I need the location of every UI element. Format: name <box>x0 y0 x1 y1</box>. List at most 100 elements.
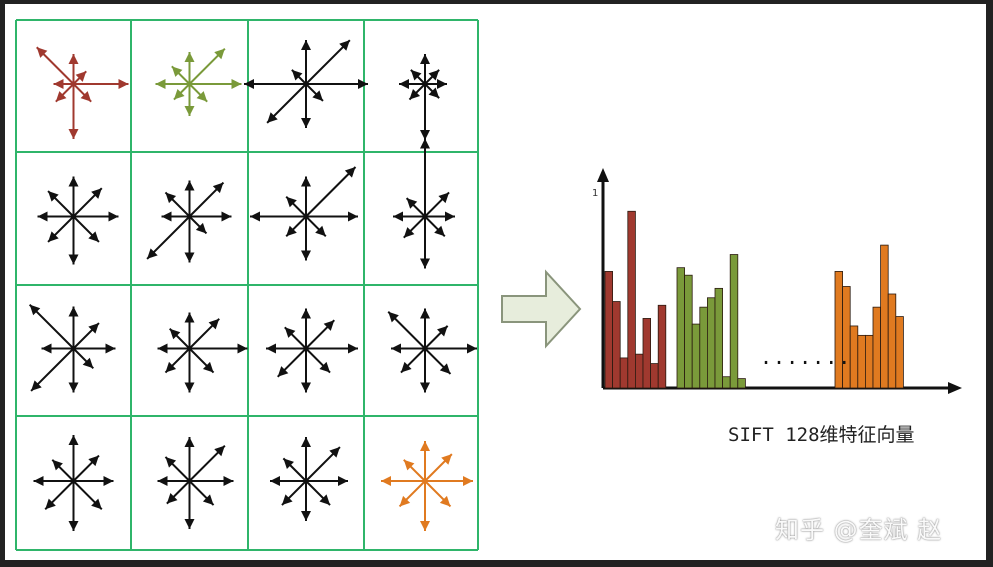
arrowhead-SW <box>267 112 278 123</box>
arrowhead-NE <box>339 40 350 51</box>
cell-r3-c3 <box>266 308 358 393</box>
arrowhead-NE <box>208 318 220 330</box>
arrowhead-E <box>348 211 358 222</box>
arrowhead-N <box>68 176 79 187</box>
gradient-vector-NE <box>305 166 357 218</box>
histogram-bar <box>604 271 613 389</box>
histogram-bar <box>842 286 851 389</box>
cell-r1-c2 <box>155 47 242 116</box>
arrowhead-SE <box>88 231 99 242</box>
arrowhead-NE <box>441 454 452 465</box>
histogram-bar <box>865 334 874 389</box>
histogram-bar <box>857 334 866 389</box>
arrowhead-NE <box>428 69 440 81</box>
gradient-vector-NW <box>28 303 75 350</box>
arrowhead-W <box>41 343 52 354</box>
cell-r2-c3 <box>250 166 358 261</box>
y-axis-tick-label: 1 <box>592 188 599 199</box>
feature-vector-caption: SIFT 128维特征向量 <box>728 424 915 446</box>
arrowhead-SW <box>400 361 412 373</box>
histogram-bar <box>619 357 629 389</box>
arrowhead-SE <box>428 87 440 99</box>
arrowhead-NE <box>75 71 87 82</box>
arrowhead-NE <box>437 325 448 337</box>
arrowhead-NW <box>169 328 181 340</box>
arrowhead-NW <box>388 311 399 323</box>
cell-r2-c4 <box>393 138 455 269</box>
arrowhead-SE <box>319 361 331 373</box>
arrowhead-N <box>301 308 311 319</box>
histogram-bar <box>627 210 636 389</box>
arrowhead-S <box>301 250 311 261</box>
histogram-bar <box>684 274 693 389</box>
grid-cells <box>28 39 477 531</box>
arrowhead-SW <box>403 227 415 238</box>
histogram-bar <box>887 293 897 389</box>
arrowhead-N <box>184 312 195 323</box>
arrowhead-SW <box>55 91 67 102</box>
arrowhead-N <box>301 437 311 447</box>
arrowhead-SW <box>31 380 42 391</box>
arrowhead-SW <box>409 88 421 100</box>
arrowhead-NE <box>438 192 450 204</box>
cell-r1-c4 <box>399 54 447 140</box>
arrowhead-E <box>231 79 242 89</box>
arrowhead-NW <box>52 459 63 471</box>
histogram-bar <box>722 376 731 389</box>
gradient-vector-NE <box>305 39 351 85</box>
gradient-vector-SW <box>30 347 75 392</box>
arrowhead-W <box>161 211 172 222</box>
gradient-vector-SW <box>146 215 191 260</box>
arrowhead-NW <box>48 191 59 202</box>
arrowhead-E <box>467 343 477 354</box>
arrowhead-SE <box>195 222 207 234</box>
cell-r1-c3 <box>244 39 368 128</box>
arrowhead-E <box>223 476 234 486</box>
arrowhead-W <box>37 211 48 222</box>
cell-r2-c2 <box>146 180 232 263</box>
arrowhead-NE <box>329 447 340 458</box>
cell-r4-c2 <box>157 437 234 529</box>
arrowhead-S <box>420 130 430 140</box>
arrowhead-N <box>68 54 79 64</box>
arrowhead-SE <box>80 91 92 102</box>
arrowhead-N <box>68 306 79 317</box>
arrowhead-NW <box>284 327 296 338</box>
histogram-bar <box>729 254 739 389</box>
arrowhead-NW <box>286 196 297 208</box>
arrowhead-E <box>437 79 447 89</box>
arrowhead-W <box>391 343 401 354</box>
arrowhead-W <box>270 476 280 486</box>
arrowhead-N <box>301 40 311 50</box>
histogram-bar <box>635 353 644 389</box>
arrowhead-S <box>68 254 79 265</box>
arrowhead-SW <box>173 88 185 100</box>
histogram-bar <box>612 301 621 389</box>
arrowhead-S <box>68 382 79 393</box>
arrowhead-N <box>420 308 430 319</box>
frame-right-border <box>986 0 993 567</box>
arrowhead-SE <box>91 498 102 510</box>
arrowhead-S <box>420 382 430 393</box>
arrowhead-E <box>237 343 248 354</box>
arrowhead-S <box>68 521 79 531</box>
cell-r2-c1 <box>37 176 119 265</box>
arrowhead-NE <box>212 182 224 194</box>
frame-left-border <box>0 0 5 567</box>
arrowhead-S <box>301 118 311 128</box>
arrowhead-NE <box>344 167 356 178</box>
cell-r3-c2 <box>157 312 248 393</box>
frame-bottom-border <box>0 560 993 567</box>
histogram-bar <box>872 306 881 389</box>
histogram-bar <box>657 304 667 389</box>
arrowhead-NW <box>291 69 303 81</box>
arrowhead-NW <box>36 47 48 58</box>
arrowhead-W <box>157 343 168 354</box>
zhihu-watermark: 知乎 @奎斌 赵 <box>775 516 943 544</box>
arrowhead-W <box>244 79 254 89</box>
arrowhead-E <box>463 476 473 486</box>
arrowhead-NE <box>91 188 102 199</box>
